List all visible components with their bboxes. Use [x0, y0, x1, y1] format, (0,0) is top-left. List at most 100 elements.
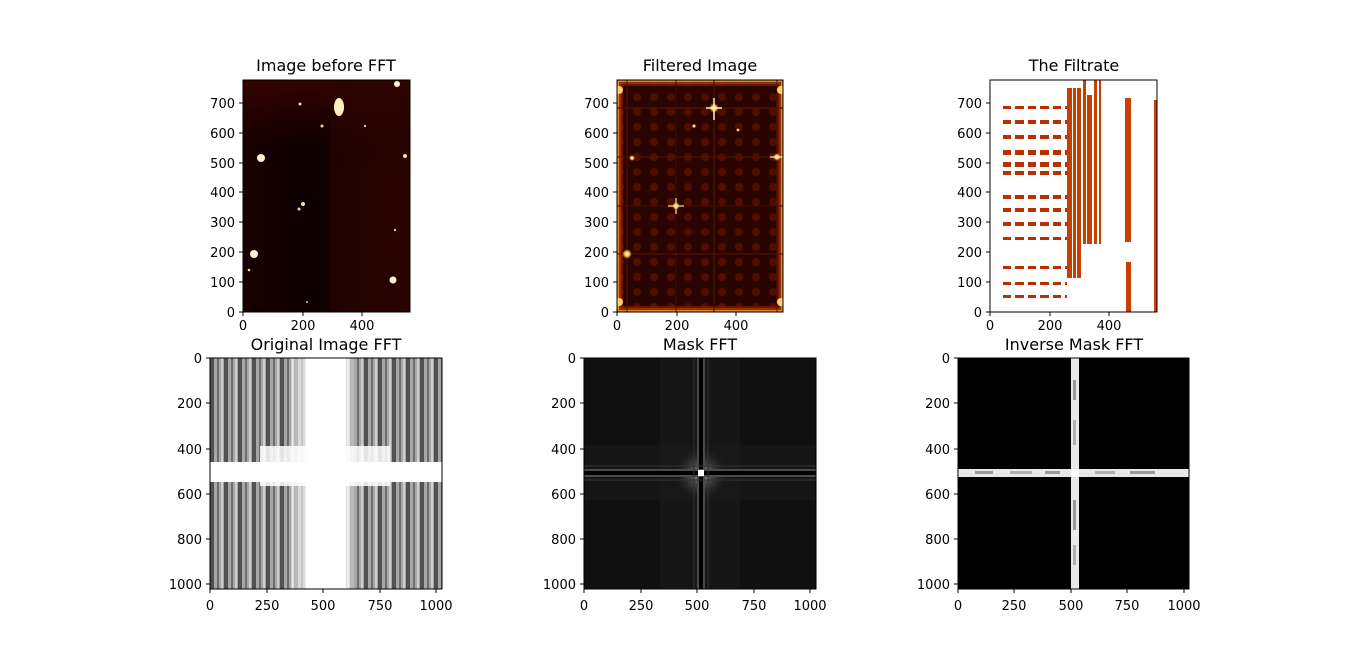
filtered-image-xticks: 0 200 400 — [613, 312, 749, 334]
image-before-fft-frame — [242, 79, 411, 313]
x-tick-label: 500 — [1059, 599, 1084, 614]
y-tick-label: 500 — [584, 157, 609, 172]
image-before-fft-yticks: 0 100 200 300 400 500 600 700 — [210, 97, 243, 321]
y-tick-label: 800 — [925, 533, 950, 548]
original-image-fft-heatmap — [210, 358, 442, 589]
x-tick-label: 400 — [350, 319, 375, 334]
y-tick-label: 400 — [177, 443, 202, 458]
x-tick-label: 0 — [206, 599, 214, 614]
x-tick-label: 1000 — [419, 599, 452, 614]
inverse-mask-fft-heatmap — [958, 358, 1189, 589]
original-image-fft-yticks: 0 200 400 600 800 1000 — [169, 352, 210, 593]
x-tick-label: 200 — [1038, 319, 1063, 334]
filtered-image-frame — [616, 79, 784, 313]
y-tick-label: 600 — [210, 127, 235, 142]
y-tick-label: 700 — [957, 97, 982, 112]
y-tick-label: 200 — [584, 246, 609, 261]
y-tick-label: 800 — [177, 533, 202, 548]
the-filtrate-yticks: 0 100 200 300 400 500 600 700 — [957, 97, 990, 321]
x-tick-label: 0 — [613, 319, 621, 334]
x-tick-label: 250 — [255, 599, 280, 614]
panel-title: Image before FFT — [256, 56, 396, 75]
y-tick-label: 0 — [194, 352, 202, 367]
y-tick-label: 200 — [925, 397, 950, 412]
y-tick-label: 600 — [551, 488, 576, 503]
y-tick-label: 1000 — [917, 578, 950, 593]
x-tick-label: 0 — [580, 599, 588, 614]
y-tick-label: 200 — [177, 397, 202, 412]
x-tick-label: 750 — [742, 599, 767, 614]
x-tick-label: 0 — [986, 319, 994, 334]
panel-mask-fft: 0 250 500 750 1000 0 200 400 600 800 100… — [543, 335, 827, 614]
x-tick-label: 200 — [291, 319, 316, 334]
panel-title: Mask FFT — [663, 335, 737, 354]
y-tick-label: 300 — [210, 216, 235, 231]
panel-title: The Filtrate — [1028, 56, 1120, 75]
panel-filtered-image: 0 200 400 0 100 200 300 400 500 600 700 … — [584, 56, 784, 334]
y-tick-label: 0 — [601, 306, 609, 321]
y-tick-label: 600 — [957, 127, 982, 142]
y-tick-label: 400 — [584, 186, 609, 201]
image-before-fft-xticks: 0 200 400 — [239, 312, 375, 334]
x-tick-label: 1000 — [793, 599, 826, 614]
y-tick-label: 600 — [584, 127, 609, 142]
inverse-mask-fft-xticks: 0 250 500 750 1000 — [954, 589, 1201, 614]
x-tick-label: 200 — [665, 319, 690, 334]
x-tick-label: 250 — [629, 599, 654, 614]
the-filtrate-frame — [989, 79, 1158, 313]
y-tick-label: 100 — [584, 276, 609, 291]
y-tick-label: 600 — [177, 488, 202, 503]
x-tick-label: 500 — [685, 599, 710, 614]
y-tick-label: 0 — [942, 352, 950, 367]
x-tick-label: 1000 — [1167, 599, 1200, 614]
x-tick-label: 250 — [1002, 599, 1027, 614]
panel-title: Original Image FFT — [251, 335, 402, 354]
panel-the-filtrate: 0 200 400 0 100 200 300 400 500 600 700 … — [957, 56, 1158, 334]
inverse-mask-fft-yticks: 0 200 400 600 800 1000 — [917, 352, 958, 593]
original-image-fft-xticks: 0 250 500 750 1000 — [206, 589, 453, 614]
x-tick-label: 400 — [724, 319, 749, 334]
y-tick-label: 600 — [925, 488, 950, 503]
mask-fft-heatmap — [584, 358, 816, 589]
original-image-fft-frame — [209, 357, 443, 590]
filtered-image-heatmap — [617, 80, 783, 312]
x-tick-label: 400 — [1097, 319, 1122, 334]
image-before-fft-heatmap — [243, 80, 410, 312]
y-tick-label: 800 — [551, 533, 576, 548]
y-tick-label: 0 — [974, 306, 982, 321]
y-tick-label: 200 — [551, 397, 576, 412]
mask-fft-frame — [583, 357, 817, 590]
mask-fft-yticks: 0 200 400 600 800 1000 — [543, 352, 584, 593]
panel-image-before-fft: 0 200 400 0 100 200 300 400 500 600 700 … — [210, 56, 411, 334]
y-tick-label: 400 — [210, 186, 235, 201]
panel-original-image-fft: 0 250 500 750 1000 0 200 400 600 800 100… — [169, 335, 453, 614]
y-tick-label: 300 — [584, 216, 609, 231]
panel-title: Filtered Image — [643, 56, 757, 75]
y-tick-label: 1000 — [543, 578, 576, 593]
x-tick-label: 0 — [239, 319, 247, 334]
y-tick-label: 0 — [227, 306, 235, 321]
y-tick-label: 1000 — [169, 578, 202, 593]
y-tick-label: 500 — [957, 157, 982, 172]
the-filtrate-xticks: 0 200 400 — [986, 312, 1122, 334]
x-tick-label: 750 — [1115, 599, 1140, 614]
y-tick-label: 700 — [210, 97, 235, 112]
panel-inverse-mask-fft: 0 250 500 750 1000 0 200 400 600 800 100… — [917, 335, 1201, 614]
y-tick-label: 300 — [957, 216, 982, 231]
y-tick-label: 400 — [925, 443, 950, 458]
inverse-mask-fft-frame — [957, 357, 1190, 590]
y-tick-label: 100 — [210, 276, 235, 291]
filtered-image-yticks: 0 100 200 300 400 500 600 700 — [584, 97, 617, 321]
x-tick-label: 0 — [954, 599, 962, 614]
y-tick-label: 500 — [210, 157, 235, 172]
y-tick-label: 400 — [957, 186, 982, 201]
y-tick-label: 700 — [584, 97, 609, 112]
y-tick-label: 100 — [957, 276, 982, 291]
x-tick-label: 750 — [368, 599, 393, 614]
y-tick-label: 200 — [210, 246, 235, 261]
y-tick-label: 200 — [957, 246, 982, 261]
x-tick-label: 500 — [311, 599, 336, 614]
mask-fft-xticks: 0 250 500 750 1000 — [580, 589, 827, 614]
y-tick-label: 0 — [568, 352, 576, 367]
